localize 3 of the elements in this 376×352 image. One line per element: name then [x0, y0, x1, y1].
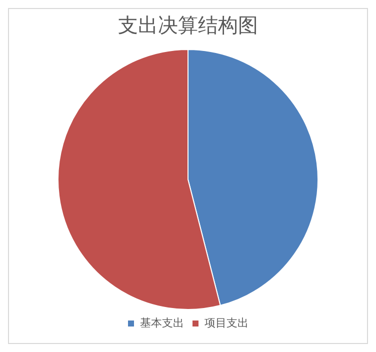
- legend-label: 基本支出: [140, 316, 184, 330]
- legend-label: 项目支出: [204, 316, 248, 330]
- chart-title: 支出决算结构图: [118, 13, 258, 38]
